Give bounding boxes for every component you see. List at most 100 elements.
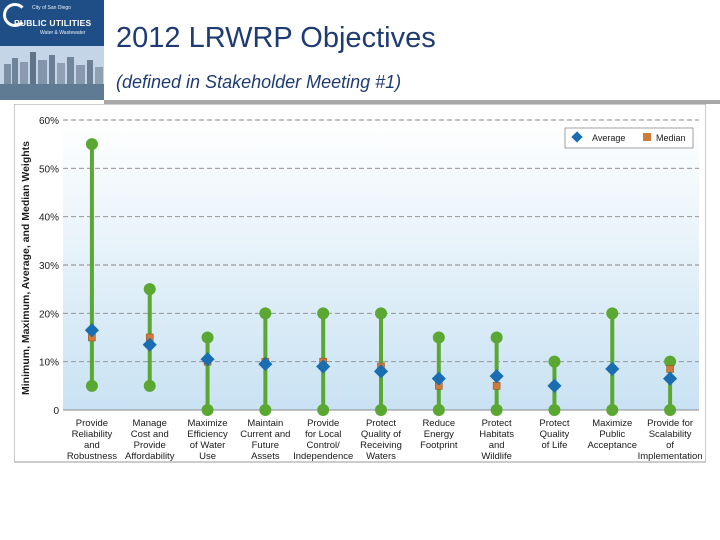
min-marker [259,404,272,416]
min-marker [317,404,330,416]
category-label-line: Maximize [592,418,632,429]
category-label-line: Manage [133,418,167,429]
category-label: Manage Cost and Provide Affordability [125,418,175,462]
logo-city-text: City of San Diego [32,5,71,11]
category-label-line: Affordability [125,451,175,462]
category-label-line: Implementation [638,451,703,462]
max-marker [375,307,387,320]
legend-average-label: Average [592,133,625,143]
category-label-line: Public [599,429,625,440]
category-label-line: Current and [240,429,290,440]
category-label-line: Receiving [360,440,402,451]
category-label-line: Reduce [422,418,455,429]
min-marker [490,404,503,416]
category-label-line: Provide [76,418,108,429]
max-marker [490,331,503,344]
category-label-line: of Life [542,440,568,451]
category-label-line: Scalability [649,429,692,440]
category-label-line: Protect [539,418,569,429]
max-marker [201,331,214,344]
category-label-line: Protect [482,418,512,429]
category-label: Provide for Scalability of Implementation [638,418,703,462]
city-logo: City of San Diego PUBLIC UTILITIES Water… [0,0,104,100]
min-marker [606,404,619,416]
median-marker [492,382,501,390]
average-marker [489,369,504,384]
average-marker [605,361,620,376]
max-marker [664,355,677,368]
category-label-line: Cost and [131,429,169,440]
category-label-line: Provide [134,440,166,451]
min-marker [85,379,98,392]
objectives-weights-chart: 0 10% 20% 30% 40% 50% 60% Minimum, Maximum, Av… [14,104,706,463]
category-label-line: Provide [307,418,339,429]
category-label-line: Control/ [307,440,341,451]
max-marker [548,355,561,368]
min-marker [432,404,445,416]
header-divider [104,100,720,104]
category-label-line: Maintain [247,418,283,429]
max-marker [259,307,272,320]
y-tick-label: 10% [39,358,59,369]
max-marker [432,331,445,344]
category-label-line: Independence [293,451,353,462]
category-label-line: Provide for [647,418,693,429]
category-label-line: Habitats [479,429,514,440]
slide-title: 2012 LRWRP Objectives [116,22,436,54]
average-marker [200,352,215,367]
y-axis-label: Minimum, Maximum, Average, and Median We… [20,141,32,395]
data-markers [84,138,678,416]
category-label-line: for Local [305,429,341,440]
average-marker [547,378,562,393]
category-label-line: and [489,440,505,451]
legend-median-label: Median [656,133,686,143]
max-marker [85,138,98,151]
min-marker [664,404,677,416]
category-label: Maintain Current and Future Assets [240,418,290,462]
y-tick-labels: 0 10% 20% 30% 40% 50% 60% [39,116,59,417]
category-label: Reduce Energy Footprint [420,418,458,451]
category-label-line: Energy [424,429,454,440]
category-label: Protect Habitats and Wildlife [479,418,514,462]
category-label: Maximize Public Acceptance [587,418,637,451]
logo-banner: City of San Diego PUBLIC UTILITIES Water… [0,0,104,46]
category-label-line: of [666,440,674,451]
category-label-line: and [84,440,100,451]
min-marker [143,379,156,392]
logo-emblem-icon [3,3,27,27]
y-tick-label: 60% [39,116,59,127]
category-label-line: Waters [366,451,396,462]
y-tick-label: 50% [39,164,59,175]
category-label-line: Reliability [72,429,113,440]
y-tick-label: 0 [53,406,59,417]
median-marker [666,365,674,373]
min-marker [548,404,561,416]
category-label-line: Quality of [361,429,401,440]
slide-subtitle: (defined in Stakeholder Meeting #1) [116,72,402,92]
category-label-line: Future [252,440,279,451]
logo-name-text: PUBLIC UTILITIES [14,18,92,28]
min-marker [375,404,387,416]
category-label-line: Acceptance [587,440,637,451]
average-marker [431,371,446,386]
category-label-line: Robustness [67,451,117,462]
average-marker [316,359,331,374]
max-marker [317,307,330,320]
category-label: Protect Quality of Receiving Waters [360,418,402,462]
category-label-line: Wildlife [481,451,512,462]
average-marker [84,323,99,338]
legend-box [564,127,694,149]
logo-sub-text: Water & Wastewater [40,30,86,36]
category-label-line: Protect [366,418,396,429]
category-label: Provide for Local Control/Independence [293,418,353,462]
category-label: Maximize Efficiency of Water Use [187,418,228,462]
max-marker [606,307,619,320]
y-tick-label: 30% [39,261,59,272]
average-marker [373,364,389,379]
category-label: Provide Reliability and Robustness [67,418,117,462]
max-marker [143,283,156,296]
category-label-line: Maximize [187,418,227,429]
category-label-line: Footprint [420,440,458,451]
y-tick-label: 40% [39,213,59,224]
